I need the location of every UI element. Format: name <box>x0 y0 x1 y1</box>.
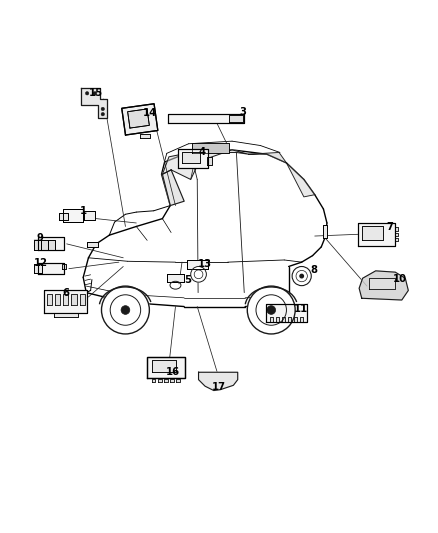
Text: 7: 7 <box>386 222 393 232</box>
Polygon shape <box>229 115 243 122</box>
Polygon shape <box>170 379 174 382</box>
Polygon shape <box>294 318 297 322</box>
Polygon shape <box>362 226 383 240</box>
Circle shape <box>121 305 130 314</box>
Text: 6: 6 <box>62 288 69 297</box>
Polygon shape <box>162 170 184 206</box>
Text: 12: 12 <box>34 258 48 268</box>
Polygon shape <box>178 149 208 168</box>
Text: 15: 15 <box>89 88 103 98</box>
Text: 1: 1 <box>80 206 87 216</box>
Polygon shape <box>62 264 66 269</box>
Text: 4: 4 <box>199 148 206 157</box>
Polygon shape <box>63 294 68 304</box>
Polygon shape <box>395 228 398 231</box>
Polygon shape <box>167 274 184 282</box>
Text: 5: 5 <box>184 276 191 286</box>
Polygon shape <box>168 114 244 123</box>
Text: 16: 16 <box>166 367 180 377</box>
Circle shape <box>300 274 304 278</box>
Polygon shape <box>322 225 327 238</box>
Polygon shape <box>38 237 64 251</box>
Circle shape <box>267 305 276 314</box>
Polygon shape <box>207 157 212 165</box>
Circle shape <box>101 112 105 116</box>
Text: 11: 11 <box>294 304 308 314</box>
Polygon shape <box>192 143 229 153</box>
Polygon shape <box>369 278 395 289</box>
Polygon shape <box>158 379 162 382</box>
Polygon shape <box>80 294 85 304</box>
Circle shape <box>247 286 295 334</box>
Polygon shape <box>64 209 83 222</box>
Polygon shape <box>45 290 87 313</box>
Polygon shape <box>198 372 238 391</box>
Circle shape <box>101 107 105 111</box>
Circle shape <box>292 266 311 286</box>
Polygon shape <box>182 152 200 163</box>
Polygon shape <box>152 360 176 372</box>
Text: 13: 13 <box>198 260 212 269</box>
Polygon shape <box>270 318 273 322</box>
Polygon shape <box>122 104 158 135</box>
Polygon shape <box>39 263 64 274</box>
Polygon shape <box>162 152 199 180</box>
Polygon shape <box>177 379 180 382</box>
Circle shape <box>102 286 149 334</box>
Polygon shape <box>249 152 286 163</box>
Text: 14: 14 <box>143 108 157 118</box>
Polygon shape <box>266 304 307 322</box>
Text: 8: 8 <box>311 265 318 275</box>
Polygon shape <box>191 150 249 161</box>
Polygon shape <box>358 223 395 246</box>
Polygon shape <box>59 213 68 220</box>
Polygon shape <box>55 294 60 304</box>
Polygon shape <box>41 240 48 249</box>
Text: 10: 10 <box>392 273 406 284</box>
Text: 17: 17 <box>212 383 226 392</box>
Polygon shape <box>152 379 155 382</box>
Polygon shape <box>300 318 303 322</box>
Circle shape <box>85 92 89 95</box>
Text: 9: 9 <box>36 233 43 243</box>
Polygon shape <box>359 271 408 300</box>
Text: 3: 3 <box>240 107 246 117</box>
Polygon shape <box>127 109 149 128</box>
Circle shape <box>93 92 97 95</box>
Polygon shape <box>395 238 398 241</box>
Circle shape <box>191 266 206 282</box>
Polygon shape <box>87 242 98 247</box>
Polygon shape <box>81 88 107 118</box>
Polygon shape <box>288 318 291 322</box>
Polygon shape <box>395 232 398 236</box>
Polygon shape <box>187 261 208 269</box>
Polygon shape <box>84 211 95 220</box>
Polygon shape <box>164 379 168 382</box>
Polygon shape <box>47 294 52 304</box>
Polygon shape <box>147 357 185 378</box>
Polygon shape <box>286 163 315 197</box>
Polygon shape <box>34 264 42 273</box>
Polygon shape <box>47 240 55 249</box>
Polygon shape <box>276 318 279 322</box>
Polygon shape <box>282 318 285 322</box>
Polygon shape <box>54 313 78 318</box>
Polygon shape <box>140 134 150 138</box>
Polygon shape <box>71 294 77 304</box>
Polygon shape <box>34 240 42 249</box>
